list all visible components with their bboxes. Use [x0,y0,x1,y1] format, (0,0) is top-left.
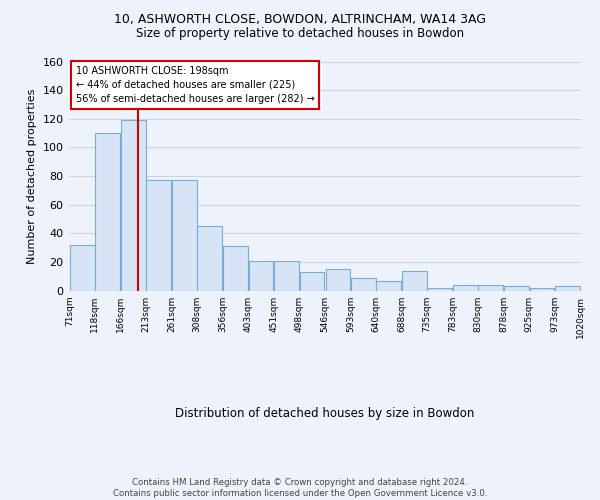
Bar [351,278,376,290]
Text: 10 ASHWORTH CLOSE: 198sqm
← 44% of detached houses are smaller (225)
56% of semi: 10 ASHWORTH CLOSE: 198sqm ← 44% of detac… [76,66,314,104]
Bar [146,180,171,290]
Y-axis label: Number of detached properties: Number of detached properties [27,88,37,264]
Bar [556,286,580,290]
Bar [402,270,427,290]
Text: 10, ASHWORTH CLOSE, BOWDON, ALTRINCHAM, WA14 3AG: 10, ASHWORTH CLOSE, BOWDON, ALTRINCHAM, … [114,12,486,26]
Text: Contains HM Land Registry data © Crown copyright and database right 2024.
Contai: Contains HM Land Registry data © Crown c… [113,478,487,498]
Bar [478,285,503,290]
Bar [453,285,478,290]
Bar [376,280,401,290]
Bar [504,286,529,290]
Bar [172,180,197,290]
Bar [274,260,299,290]
Bar [326,269,350,290]
Bar [427,288,452,290]
Bar [248,260,274,290]
Bar [530,288,554,290]
Text: Size of property relative to detached houses in Bowdon: Size of property relative to detached ho… [136,28,464,40]
Bar [121,120,146,290]
Bar [95,133,120,290]
Bar [300,272,325,290]
Bar [70,245,95,290]
Bar [197,226,222,290]
Bar [223,246,248,290]
X-axis label: Distribution of detached houses by size in Bowdon: Distribution of detached houses by size … [175,407,475,420]
